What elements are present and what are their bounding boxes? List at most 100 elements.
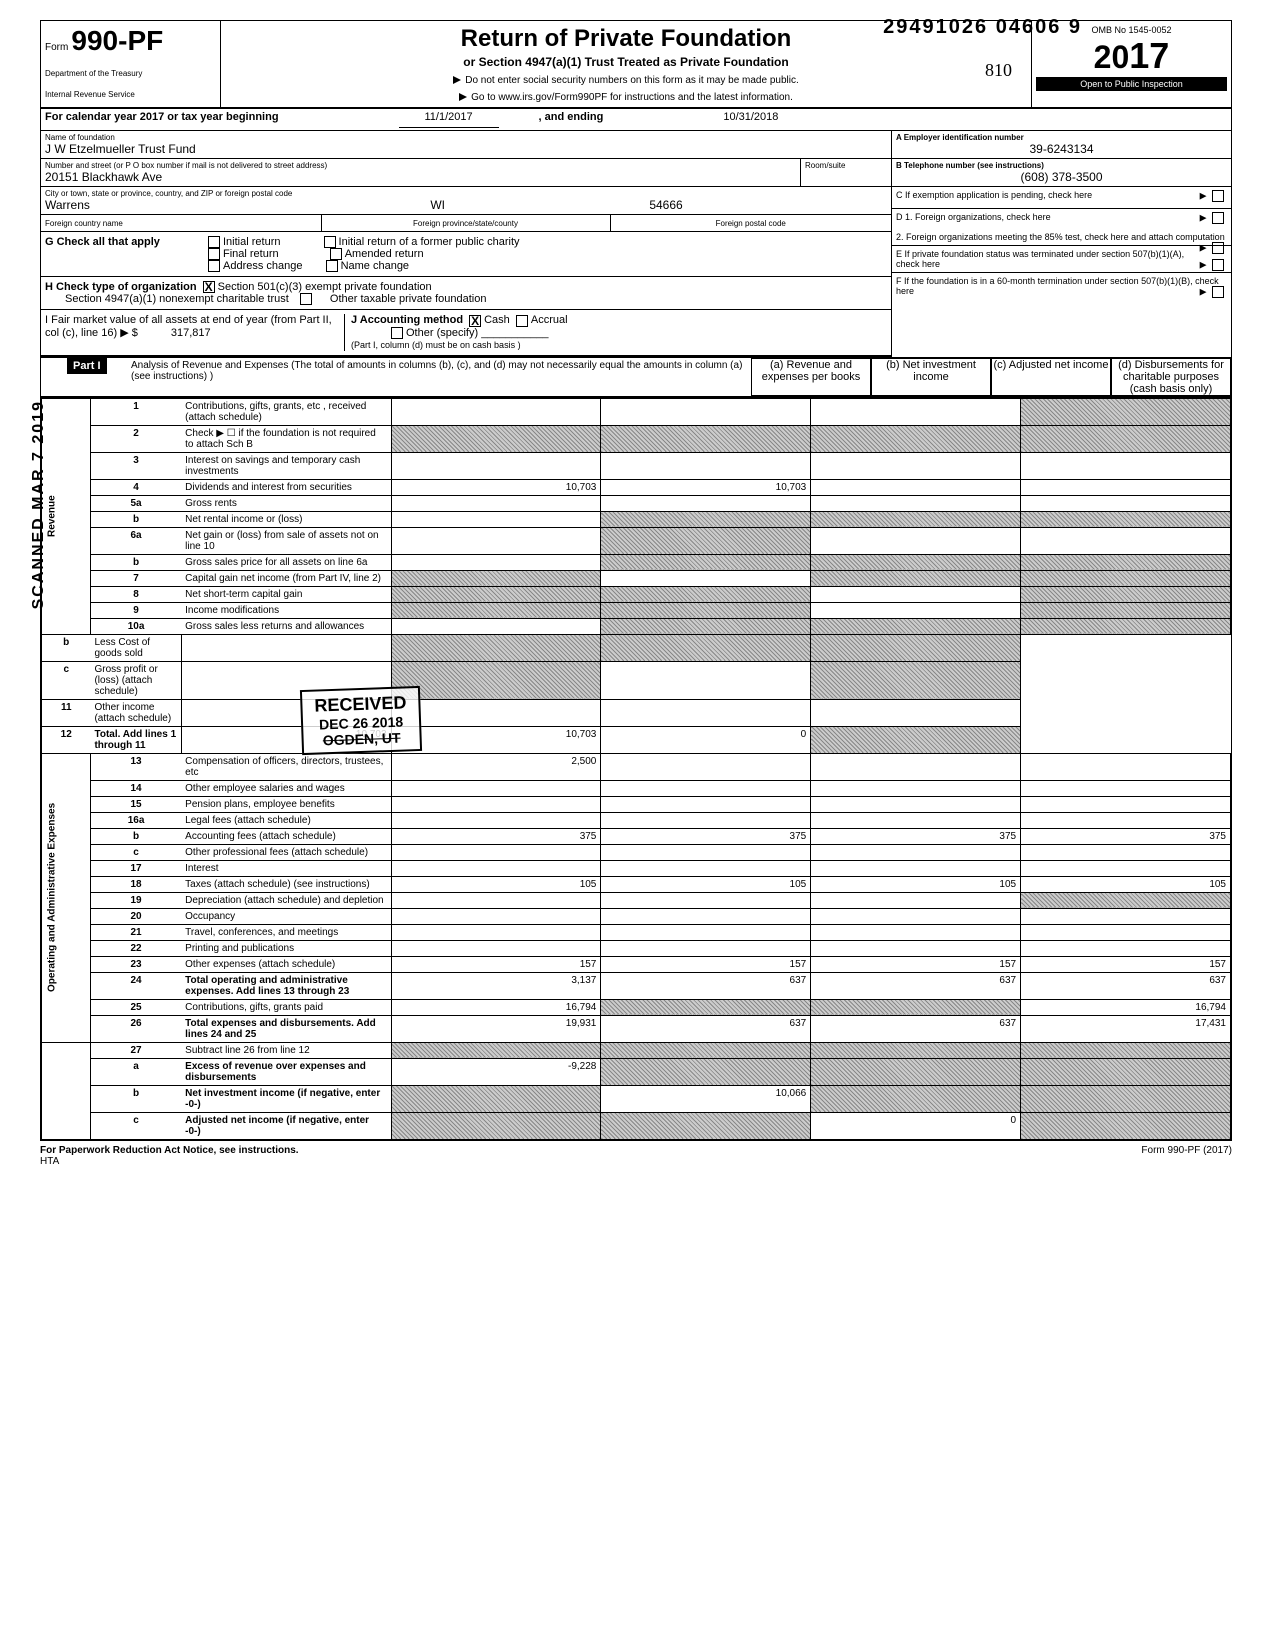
- amount-cell-c[interactable]: [811, 860, 1021, 876]
- amount-cell-d[interactable]: 16,794: [1021, 999, 1231, 1015]
- amount-cell-a[interactable]: [391, 796, 601, 812]
- amount-cell-d[interactable]: [1021, 479, 1231, 495]
- amount-cell-d[interactable]: [1021, 452, 1231, 479]
- amount-cell-d[interactable]: 105: [1021, 876, 1231, 892]
- checkbox-d2[interactable]: [1212, 242, 1224, 254]
- amount-cell-c[interactable]: [601, 634, 811, 661]
- amount-cell-d[interactable]: [1021, 753, 1231, 780]
- amount-cell-a[interactable]: [391, 780, 601, 796]
- amount-cell-a[interactable]: [391, 527, 601, 554]
- amount-cell-d[interactable]: [811, 661, 1021, 699]
- amount-cell-d[interactable]: [1021, 924, 1231, 940]
- amount-cell-c[interactable]: [811, 398, 1021, 425]
- amount-cell-d[interactable]: [1021, 844, 1231, 860]
- amount-cell-d[interactable]: [811, 699, 1021, 726]
- amount-cell-c[interactable]: [811, 586, 1021, 602]
- amount-cell-b[interactable]: 105: [601, 876, 811, 892]
- amount-cell-c[interactable]: [811, 511, 1021, 527]
- checkbox-501c3[interactable]: [203, 281, 215, 293]
- amount-cell-c[interactable]: 637: [811, 972, 1021, 999]
- amount-cell-a[interactable]: [391, 860, 601, 876]
- amount-cell-b[interactable]: [601, 425, 811, 452]
- amount-cell-b[interactable]: [601, 812, 811, 828]
- amount-cell-d[interactable]: [811, 634, 1021, 661]
- amount-cell-a[interactable]: [391, 602, 601, 618]
- amount-cell-a[interactable]: 19,931: [391, 1015, 601, 1042]
- amount-cell-b[interactable]: [601, 554, 811, 570]
- amount-cell-a[interactable]: 3,137: [391, 972, 601, 999]
- amount-cell-c[interactable]: [811, 1058, 1021, 1085]
- amount-cell-d[interactable]: 375: [1021, 828, 1231, 844]
- amount-cell-c[interactable]: 105: [811, 876, 1021, 892]
- checkbox-cash[interactable]: [469, 315, 481, 327]
- amount-cell-b[interactable]: 10,066: [601, 1085, 811, 1112]
- phone-value[interactable]: (608) 378-3500: [896, 170, 1227, 184]
- amount-cell-c[interactable]: 375: [811, 828, 1021, 844]
- city-value[interactable]: Warrens: [45, 198, 245, 212]
- amount-cell-d[interactable]: [1021, 892, 1231, 908]
- amount-cell-c[interactable]: [811, 570, 1021, 586]
- amount-cell-a[interactable]: 375: [391, 828, 601, 844]
- amount-cell-a[interactable]: [391, 554, 601, 570]
- amount-cell-d[interactable]: [1021, 602, 1231, 618]
- amount-cell-b[interactable]: 10,703: [601, 479, 811, 495]
- amount-cell-a[interactable]: [391, 1085, 601, 1112]
- amount-cell-c[interactable]: [811, 940, 1021, 956]
- amount-cell-d[interactable]: [1021, 1085, 1231, 1112]
- amount-cell-d[interactable]: [1021, 495, 1231, 511]
- checkbox-name-change[interactable]: [326, 260, 338, 272]
- amount-cell-b[interactable]: [601, 860, 811, 876]
- amount-cell-b[interactable]: 10,703: [391, 726, 601, 753]
- amount-cell-c[interactable]: [811, 812, 1021, 828]
- amount-cell-c[interactable]: [811, 602, 1021, 618]
- amount-cell-d[interactable]: [1021, 511, 1231, 527]
- amount-cell-b[interactable]: [601, 570, 811, 586]
- amount-cell-d[interactable]: [1021, 780, 1231, 796]
- amount-cell-c[interactable]: 157: [811, 956, 1021, 972]
- amount-cell-b[interactable]: [391, 661, 601, 699]
- amount-cell-d[interactable]: [1021, 796, 1231, 812]
- amount-cell-b[interactable]: [601, 495, 811, 511]
- amount-cell-a[interactable]: 2,500: [391, 753, 601, 780]
- amount-cell-c[interactable]: [811, 1085, 1021, 1112]
- amount-cell-c[interactable]: [811, 618, 1021, 634]
- end-date[interactable]: 10/31/2018: [723, 111, 778, 128]
- amount-cell-a[interactable]: [391, 892, 601, 908]
- amount-cell-c[interactable]: [811, 527, 1021, 554]
- street-address[interactable]: 20151 Blackhawk Ave: [45, 170, 796, 184]
- amount-cell-c[interactable]: [811, 908, 1021, 924]
- amount-cell-a[interactable]: 105: [391, 876, 601, 892]
- amount-cell-c[interactable]: [601, 661, 811, 699]
- amount-cell-a[interactable]: 16,794: [391, 999, 601, 1015]
- amount-cell-a[interactable]: [391, 425, 601, 452]
- amount-cell-b[interactable]: 375: [601, 828, 811, 844]
- amount-cell-a[interactable]: [391, 570, 601, 586]
- amount-cell-b[interactable]: [601, 586, 811, 602]
- checkbox-4947[interactable]: [300, 293, 312, 305]
- amount-cell-b[interactable]: [601, 844, 811, 860]
- amount-cell-b[interactable]: [601, 940, 811, 956]
- amount-cell-c[interactable]: [811, 1042, 1021, 1058]
- amount-cell-b[interactable]: [601, 892, 811, 908]
- amount-cell-b[interactable]: [601, 924, 811, 940]
- amount-cell-b[interactable]: [601, 1042, 811, 1058]
- amount-cell-b[interactable]: [601, 1112, 811, 1139]
- amount-cell-d[interactable]: [1021, 1042, 1231, 1058]
- checkbox-address-change[interactable]: [208, 260, 220, 272]
- foundation-name[interactable]: J W Etzelmueller Trust Fund: [45, 142, 887, 156]
- amount-cell-c[interactable]: [811, 924, 1021, 940]
- state-value[interactable]: WI: [245, 198, 445, 212]
- amount-cell-d[interactable]: 17,431: [1021, 1015, 1231, 1042]
- zip-value[interactable]: 54666: [445, 198, 887, 212]
- amount-cell-a[interactable]: [391, 908, 601, 924]
- amount-cell-b[interactable]: 637: [601, 972, 811, 999]
- amount-cell-b[interactable]: [601, 452, 811, 479]
- amount-cell-d[interactable]: 157: [1021, 956, 1231, 972]
- checkbox-d1[interactable]: [1212, 212, 1224, 224]
- amount-cell-b[interactable]: [601, 999, 811, 1015]
- amount-cell-a[interactable]: -9,228: [391, 1058, 601, 1085]
- checkbox-accrual[interactable]: [516, 315, 528, 327]
- amount-cell-c[interactable]: 0: [601, 726, 811, 753]
- i-value[interactable]: 317,817: [171, 327, 211, 339]
- amount-cell-a[interactable]: [391, 452, 601, 479]
